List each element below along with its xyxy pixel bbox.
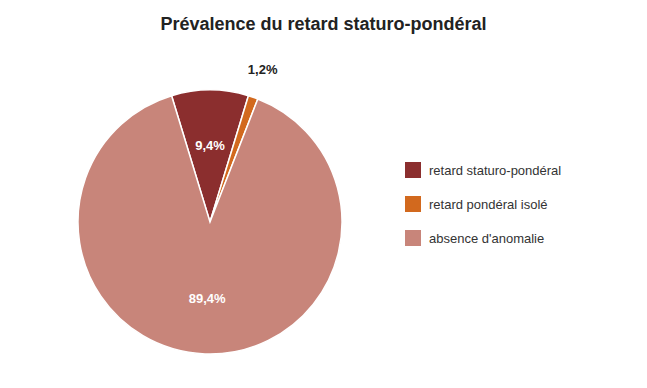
data-label: 89,4% xyxy=(189,291,226,306)
pie xyxy=(78,90,342,354)
data-label: 1,2% xyxy=(248,62,278,77)
pie-slice xyxy=(78,96,342,354)
legend-label: absence d'anomalie xyxy=(429,231,544,246)
legend-swatch xyxy=(405,230,421,246)
legend-label: retard staturo-pondéral xyxy=(429,163,561,178)
data-labels: 9,4% 1,2% 89,4% xyxy=(189,62,278,306)
legend: retard staturo-pondéral retard pondéral i… xyxy=(405,162,561,246)
chart-title: Prévalence du retard staturo-pondéral xyxy=(160,14,486,34)
legend-swatch xyxy=(405,162,421,178)
legend-label: retard pondéral isolé xyxy=(429,197,548,212)
chart-container: Prévalence du retard staturo-pondéral 9,4… xyxy=(0,0,647,388)
data-label: 9,4% xyxy=(195,138,225,153)
legend-swatch xyxy=(405,196,421,212)
chart-svg: Prévalence du retard staturo-pondéral 9,4… xyxy=(0,0,647,388)
